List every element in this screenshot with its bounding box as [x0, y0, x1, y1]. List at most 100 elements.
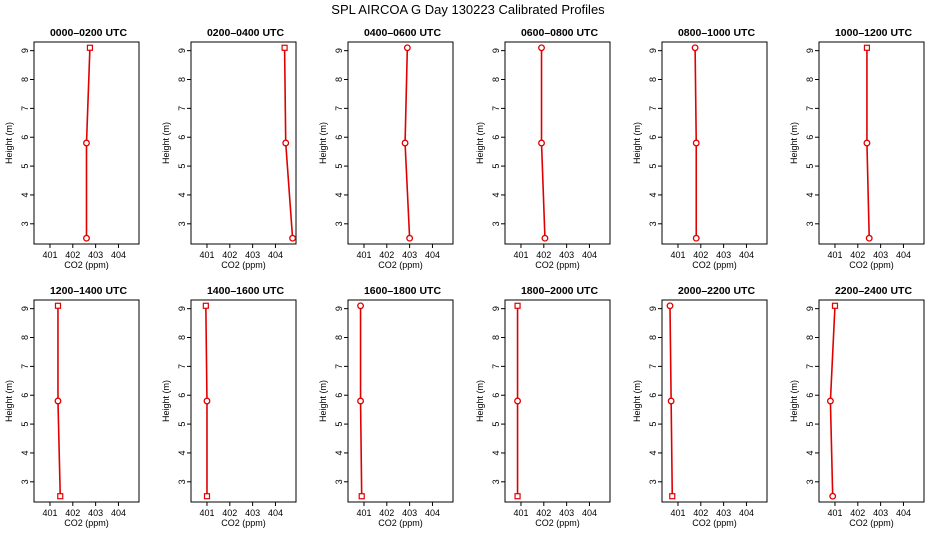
y-tick-label: 5 [805, 164, 815, 169]
x-axis-label: CO2 (ppm) [64, 518, 109, 528]
y-tick-label: 6 [805, 135, 815, 140]
y-tick-label: 5 [20, 422, 30, 427]
y-tick-label: 5 [648, 164, 658, 169]
y-axis-label: Height (m) [4, 122, 14, 164]
y-tick-label: 3 [177, 479, 187, 484]
y-tick-label: 8 [648, 77, 658, 82]
plot-frame [661, 41, 768, 245]
data-point-circle [538, 139, 545, 147]
y-tick-label: 9 [334, 306, 344, 311]
y-tick-label: 4 [648, 192, 658, 197]
y-axis-label: Height (m) [475, 122, 485, 164]
y-tick-label: 9 [491, 306, 501, 311]
y-tick-label: 5 [491, 422, 501, 427]
x-tick-label: 402 [222, 250, 237, 260]
data-point-circle [514, 397, 522, 405]
data-point-square [863, 44, 871, 51]
y-tick-label: 8 [20, 77, 30, 82]
x-tick-label: 404 [896, 508, 911, 518]
data-point-circle [691, 44, 699, 52]
panel-title: 1800–2000 UTC [521, 285, 598, 297]
y-tick-label: 4 [20, 192, 30, 197]
y-tick-label: 5 [805, 422, 815, 427]
panel-title: 0600–0800 UTC [521, 27, 598, 39]
x-tick-label: 402 [693, 508, 708, 518]
data-point-square [203, 493, 211, 500]
profile-line [85, 47, 91, 144]
y-tick-label: 8 [177, 335, 187, 340]
data-point-circle [667, 397, 675, 405]
plot-frame [190, 41, 297, 245]
x-tick-label: 403 [245, 250, 260, 260]
y-tick-label: 3 [648, 479, 658, 484]
x-tick-label: 403 [402, 508, 417, 518]
y-tick-label: 8 [491, 77, 501, 82]
profile-line [540, 142, 546, 239]
profile-line [404, 142, 411, 239]
data-point-circle [826, 397, 834, 405]
x-tick-label: 402 [65, 250, 80, 260]
y-tick-label: 5 [177, 422, 187, 427]
data-point-square [514, 493, 521, 500]
x-tick-label: 403 [559, 250, 574, 260]
y-tick-label: 9 [177, 306, 187, 311]
y-tick-label: 5 [334, 164, 344, 169]
profile-line [866, 142, 871, 239]
panel-title: 0800–1000 UTC [678, 27, 755, 39]
y-tick-label: 7 [334, 364, 344, 369]
x-tick-label: 401 [42, 508, 57, 518]
profile-line [57, 400, 62, 497]
plot-frame [818, 41, 925, 245]
y-tick-label: 3 [491, 479, 501, 484]
y-tick-label: 6 [20, 135, 30, 140]
data-point-circle [863, 139, 871, 147]
data-point-square [86, 44, 94, 51]
data-point-circle [829, 492, 837, 500]
data-point-circle [357, 302, 365, 310]
x-tick-label: 401 [513, 250, 528, 260]
profile-line [829, 400, 834, 497]
y-tick-label: 3 [648, 221, 658, 226]
y-axis-label: Height (m) [161, 122, 171, 164]
x-tick-label: 403 [873, 250, 888, 260]
data-point-square [202, 302, 209, 309]
x-tick-label: 403 [716, 250, 731, 260]
y-tick-label: 6 [491, 135, 501, 140]
x-tick-label: 404 [425, 250, 440, 260]
y-tick-label: 3 [177, 221, 187, 226]
data-point-square [514, 302, 521, 309]
y-tick-label: 3 [805, 479, 815, 484]
x-tick-label: 402 [850, 508, 865, 518]
profile-line [694, 47, 698, 144]
y-tick-label: 6 [648, 135, 658, 140]
data-point-square [831, 302, 839, 309]
y-tick-label: 9 [648, 48, 658, 53]
x-tick-label: 404 [582, 508, 597, 518]
y-tick-label: 7 [648, 364, 658, 369]
x-tick-label: 403 [716, 508, 731, 518]
y-tick-label: 4 [805, 192, 815, 197]
y-tick-label: 3 [20, 221, 30, 226]
x-tick-label: 402 [379, 508, 394, 518]
x-tick-label: 401 [356, 250, 371, 260]
y-tick-label: 9 [177, 48, 187, 53]
y-tick-label: 4 [177, 192, 187, 197]
y-tick-label: 4 [334, 192, 344, 197]
x-tick-label: 404 [425, 508, 440, 518]
profile-line [284, 142, 294, 239]
y-tick-label: 4 [177, 450, 187, 455]
x-tick-label: 403 [245, 508, 260, 518]
data-point-circle [54, 397, 62, 405]
profile-line [829, 305, 836, 402]
y-tick-label: 6 [334, 393, 344, 398]
data-point-square [358, 493, 365, 500]
y-tick-label: 9 [20, 48, 30, 53]
x-axis-label: CO2 (ppm) [849, 518, 894, 528]
x-axis-label: CO2 (ppm) [378, 518, 423, 528]
